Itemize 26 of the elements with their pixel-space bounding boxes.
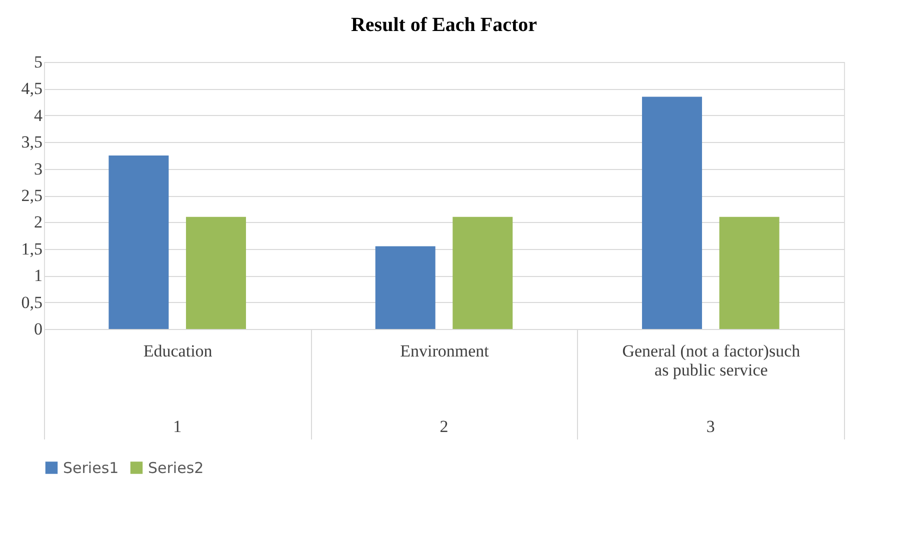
bar bbox=[452, 216, 513, 329]
legend-label: Series2 bbox=[148, 458, 204, 477]
bar bbox=[719, 216, 780, 329]
x-tick-label: Environment bbox=[400, 342, 490, 360]
y-tick-label: 3 bbox=[34, 159, 42, 178]
y-tick-label: 4,5 bbox=[21, 79, 42, 98]
y-tick-label: 2 bbox=[34, 212, 42, 232]
chart-title: Result of Each Factor bbox=[350, 14, 538, 36]
text: 3 bbox=[706, 417, 715, 436]
text: 2 bbox=[440, 417, 448, 436]
y-tick-label: 4 bbox=[34, 106, 43, 125]
bar bbox=[186, 216, 246, 329]
y-tick-label: 2,5 bbox=[21, 186, 42, 205]
y-tick-label: 0 bbox=[34, 320, 42, 338]
bar bbox=[375, 246, 436, 329]
x-tick-label: Education bbox=[143, 342, 213, 360]
y-tick-label: 1,5 bbox=[21, 239, 42, 258]
text: 1 bbox=[173, 417, 182, 436]
bar bbox=[108, 155, 169, 329]
bar bbox=[642, 96, 702, 329]
y-tick-label: 5 bbox=[34, 52, 42, 72]
x-tick-label: General (not a factor)such as public service bbox=[622, 342, 801, 380]
y-tick-label: 1 bbox=[34, 266, 42, 286]
legend-label: Series1 bbox=[63, 458, 119, 477]
y-tick-label: 3,5 bbox=[21, 132, 42, 152]
y-tick-label: 0,5 bbox=[21, 292, 42, 312]
